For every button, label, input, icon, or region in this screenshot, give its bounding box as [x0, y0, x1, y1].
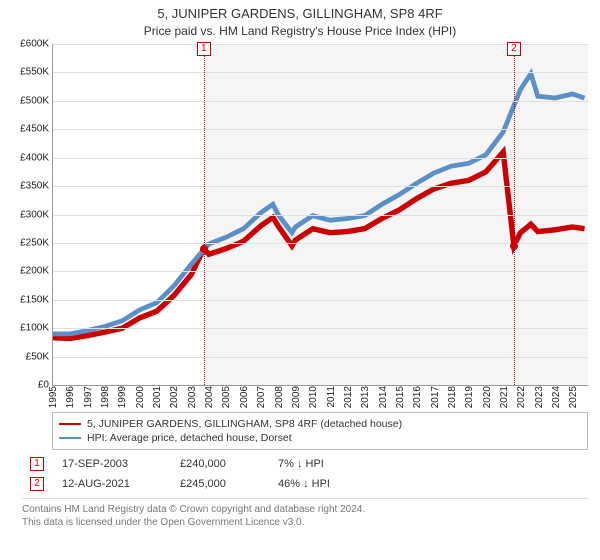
sale-row: 1 17-SEP-2003 £240,000 7% ↓ HPI [22, 454, 588, 474]
x-tick-label: 2002 [169, 386, 180, 408]
sales-table: 1 17-SEP-2003 £240,000 7% ↓ HPI 2 12-AUG… [22, 454, 588, 494]
x-tick-label: 2015 [395, 386, 406, 408]
gridline [53, 328, 588, 329]
legend: 5, JUNIPER GARDENS, GILLINGHAM, SP8 4RF … [52, 412, 588, 450]
x-tick-label: 1996 [65, 386, 76, 408]
x-tick-label: 1998 [100, 386, 111, 408]
legend-swatch-property [59, 423, 81, 425]
gridline [53, 101, 588, 102]
x-tick-label: 2016 [412, 386, 423, 408]
series-line-hpi [53, 74, 585, 334]
x-tick-label: 2005 [221, 386, 232, 408]
series-line-property [53, 152, 585, 338]
gridline [53, 129, 588, 130]
sale-marker-dot [200, 245, 208, 253]
y-tick-label: £100K [3, 323, 49, 334]
gridline [53, 158, 588, 159]
sale-diff: 7% ↓ HPI [278, 458, 408, 470]
x-tick-label: 2024 [551, 386, 562, 408]
sale-marker-box: 2 [30, 477, 44, 491]
x-tick-label: 2000 [135, 386, 146, 408]
sale-date: 17-SEP-2003 [62, 458, 162, 470]
legend-label-hpi: HPI: Average price, detached house, Dors… [87, 432, 292, 444]
sale-marker-flag: 1 [197, 42, 211, 56]
x-tick-label: 2012 [343, 386, 354, 408]
x-tick-label: 2009 [291, 386, 302, 408]
y-tick-label: £500K [3, 95, 49, 106]
x-tick-label: 2018 [447, 386, 458, 408]
y-tick-label: £450K [3, 124, 49, 135]
x-tick-label: 2010 [308, 386, 319, 408]
y-tick-label: £150K [3, 294, 49, 305]
legend-item-property: 5, JUNIPER GARDENS, GILLINGHAM, SP8 4RF … [59, 417, 581, 431]
sale-price: £240,000 [180, 458, 260, 470]
sale-marker-box: 1 [30, 457, 44, 471]
x-tick-label: 2014 [378, 386, 389, 408]
gridline [53, 243, 588, 244]
sale-date: 12-AUG-2021 [62, 478, 162, 490]
x-tick-label: 2008 [274, 386, 285, 408]
sale-marker-line [514, 44, 515, 385]
legend-item-hpi: HPI: Average price, detached house, Dors… [59, 431, 581, 445]
x-tick-label: 2007 [256, 386, 267, 408]
plot-area: £0£50K£100K£150K£200K£250K£300K£350K£400… [52, 44, 588, 386]
x-tick-label: 2019 [464, 386, 475, 408]
x-tick-label: 1999 [117, 386, 128, 408]
sale-marker-line [204, 44, 205, 385]
y-tick-label: £400K [3, 152, 49, 163]
x-tick-label: 2017 [430, 386, 441, 408]
x-tick-label: 2003 [187, 386, 198, 408]
x-tick-label: 2004 [204, 386, 215, 408]
footer: Contains HM Land Registry data © Crown c… [22, 498, 588, 529]
x-tick-label: 2001 [152, 386, 163, 408]
legend-label-property: 5, JUNIPER GARDENS, GILLINGHAM, SP8 4RF … [87, 418, 402, 430]
y-tick-label: £250K [3, 237, 49, 248]
x-tick-label: 2022 [516, 386, 527, 408]
y-tick-label: £300K [3, 209, 49, 220]
x-tick-label: 2006 [239, 386, 250, 408]
x-tick-label: 1995 [48, 386, 59, 408]
sale-row: 2 12-AUG-2021 £245,000 46% ↓ HPI [22, 474, 588, 494]
sale-marker-dot [510, 242, 518, 250]
gridline [53, 186, 588, 187]
gridline [53, 357, 588, 358]
chart: £0£50K£100K£150K£200K£250K£300K£350K£400… [52, 44, 588, 404]
y-tick-label: £200K [3, 266, 49, 277]
y-tick-label: £50K [3, 351, 49, 362]
x-tick-label: 2021 [499, 386, 510, 408]
gridline [53, 215, 588, 216]
y-tick-label: £350K [3, 181, 49, 192]
x-tick-label: 2011 [326, 386, 337, 408]
sale-marker-flag: 2 [507, 42, 521, 56]
x-tick-label: 2013 [360, 386, 371, 408]
gridline [53, 72, 588, 73]
x-tick-label: 2023 [534, 386, 545, 408]
y-tick-label: £550K [3, 67, 49, 78]
y-tick-label: £600K [3, 39, 49, 50]
legend-swatch-hpi [59, 437, 81, 439]
gridline [53, 271, 588, 272]
x-tick-label: 1997 [83, 386, 94, 408]
footer-copyright: Contains HM Land Registry data © Crown c… [22, 503, 588, 516]
footer-license: This data is licensed under the Open Gov… [22, 516, 588, 529]
y-tick-label: £0 [3, 380, 49, 391]
x-tick-label: 2025 [568, 386, 579, 408]
x-axis-ticks: 1995199619971998199920002001200220032004… [52, 386, 588, 408]
x-tick-label: 2020 [482, 386, 493, 408]
sale-diff: 46% ↓ HPI [278, 478, 408, 490]
page-subtitle: Price paid vs. HM Land Registry's House … [0, 21, 600, 40]
page-title: 5, JUNIPER GARDENS, GILLINGHAM, SP8 4RF [0, 0, 600, 21]
sale-price: £245,000 [180, 478, 260, 490]
gridline [53, 300, 588, 301]
